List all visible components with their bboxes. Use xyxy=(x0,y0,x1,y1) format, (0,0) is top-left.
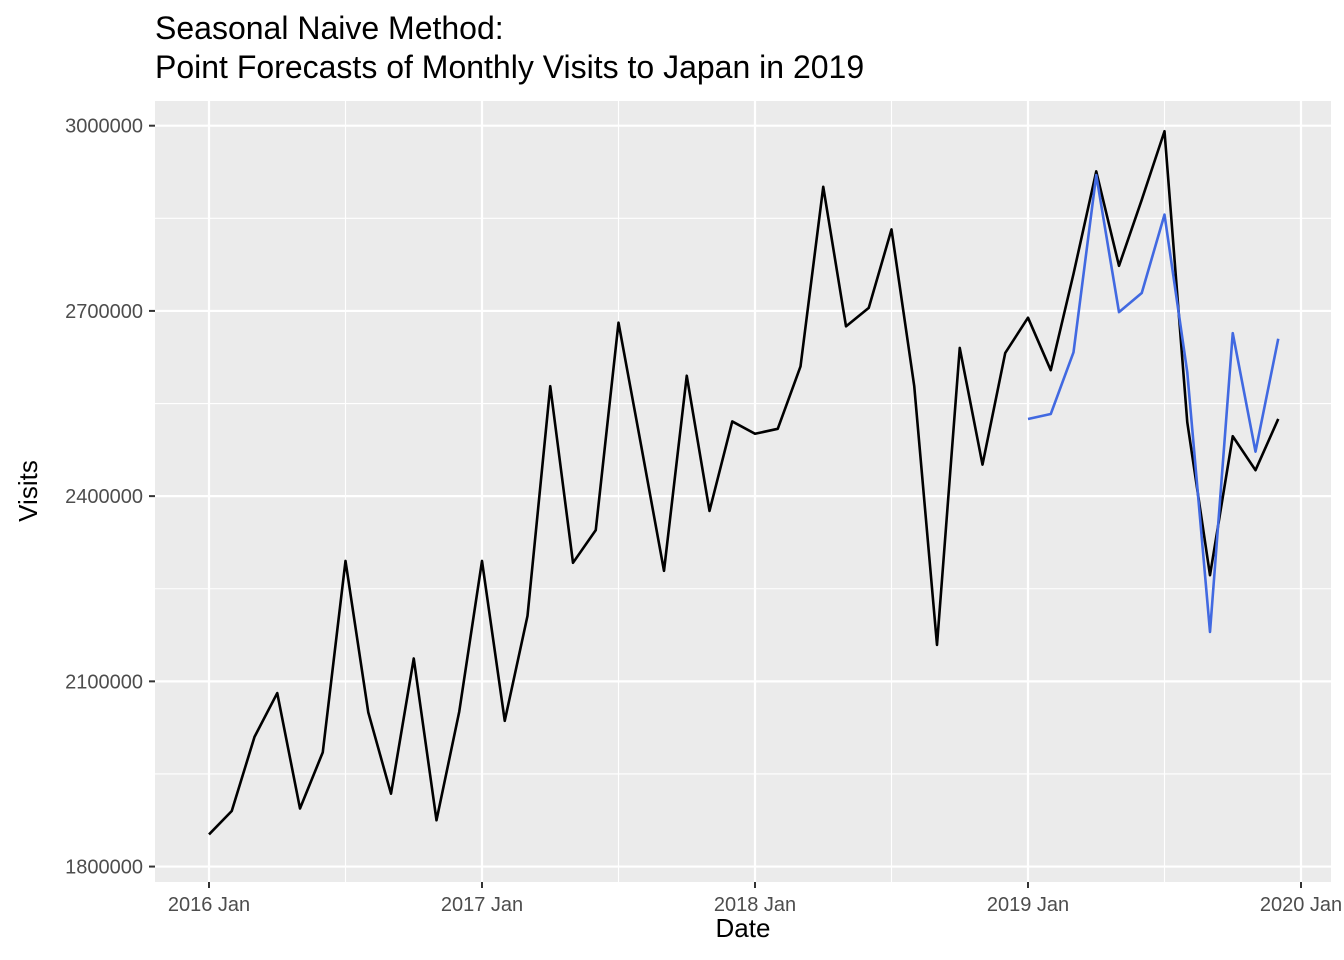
series-lines xyxy=(208,129,1280,836)
chart-title: Seasonal Naive Method: xyxy=(155,10,504,46)
y-tick-label: 1800000 xyxy=(65,857,143,879)
chart-subtitle: Point Forecasts of Monthly Visits to Jap… xyxy=(155,49,864,85)
x-axis-title: Date xyxy=(716,913,771,943)
x-tick-label: 2018 Jan xyxy=(714,894,796,916)
x-tick-label: 2017 Jan xyxy=(441,894,523,916)
y-tick-label: 2400000 xyxy=(65,486,143,508)
x-tick-label: 2016 Jan xyxy=(168,894,250,916)
x-tick-label: 2019 Jan xyxy=(987,894,1069,916)
y-axis-title: Visits xyxy=(13,460,43,522)
series-line-actual xyxy=(208,129,1280,836)
y-tick-label: 2100000 xyxy=(65,671,143,693)
axes: 1800000 2100000 2400000 2700000 3000000 2016 … xyxy=(65,116,1342,916)
y-tick-label: 3000000 xyxy=(65,116,143,138)
x-tick-label: 2020 Jan xyxy=(1260,894,1342,916)
plot-panel xyxy=(155,101,1331,882)
y-tick-label: 2700000 xyxy=(65,301,143,323)
minor-gridlines xyxy=(155,101,1331,882)
major-gridlines xyxy=(155,101,1331,882)
series-line-forecast xyxy=(1027,173,1280,634)
